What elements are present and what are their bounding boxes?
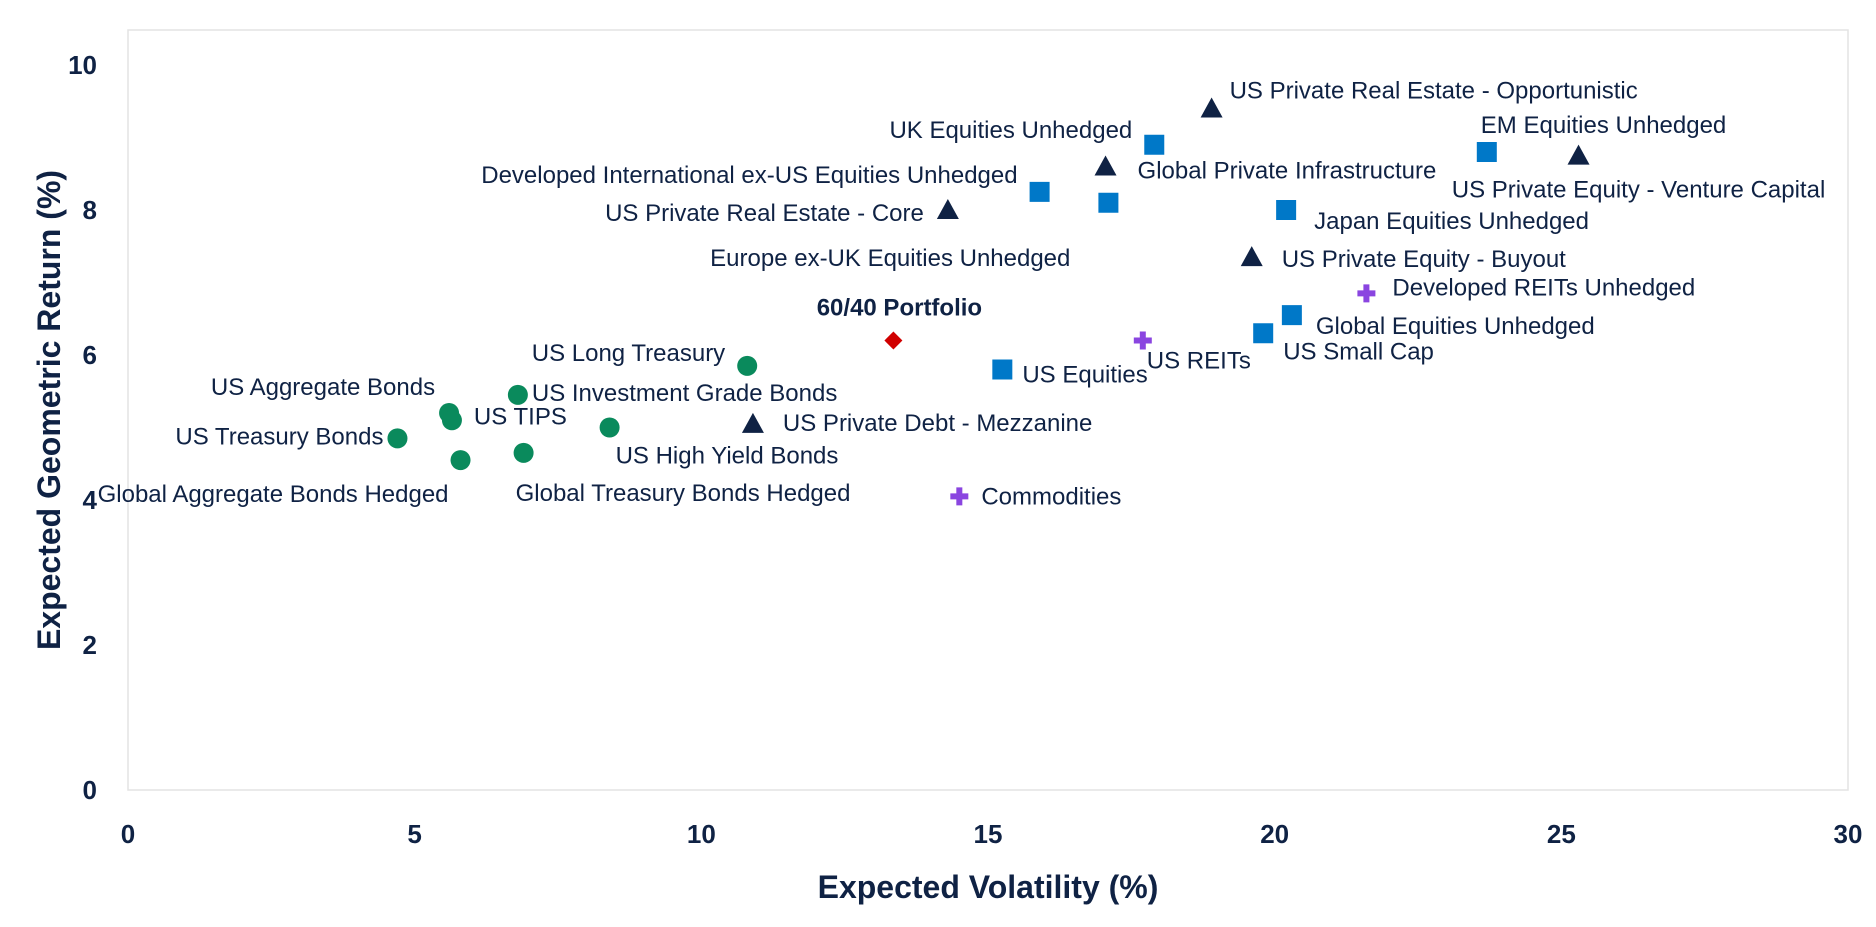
label-us-aggregate-bonds: US Aggregate Bonds xyxy=(211,374,435,401)
label-global-aggregate-bonds-hedged: Global Aggregate Bonds Hedged xyxy=(98,481,449,508)
x-axis-ticks: 0 5 10 15 20 25 30 xyxy=(121,819,1863,849)
data-labels: US Aggregate Bonds US TIPS US Treasury Bon… xyxy=(98,78,1826,511)
label-us-treasury-bonds: US Treasury Bonds xyxy=(175,423,383,450)
label-us-tips: US TIPS xyxy=(474,403,567,430)
label-us-reits: US REITs xyxy=(1147,348,1251,375)
marker-developed-international-ex-us-equities-unhedged xyxy=(1029,181,1050,202)
marker-us-small-cap xyxy=(1253,323,1274,344)
marker-us-private-real-estate-core xyxy=(936,199,959,219)
marker-us-private-equity-venture-capital xyxy=(1567,144,1590,165)
label-uk-equities-unhedged: UK Equities Unhedged xyxy=(889,117,1132,144)
label-europe-ex-uk-equities-unhedged: Europe ex-UK Equities Unhedged xyxy=(710,245,1070,272)
marker-us-tips xyxy=(441,410,462,431)
x-tick-label: 10 xyxy=(687,819,716,849)
marker-us-reits xyxy=(1133,331,1152,350)
label-us-private-debt-mezzanine: US Private Debt - Mezzanine xyxy=(783,410,1092,437)
label-us-equities: US Equities xyxy=(1022,362,1147,389)
x-axis-title: Expected Volatility (%) xyxy=(818,869,1159,905)
label-em-equities-unhedged: EM Equities Unhedged xyxy=(1481,112,1726,139)
x-tick-label: 30 xyxy=(1834,819,1863,849)
label-us-high-yield-bonds: US High Yield Bonds xyxy=(616,443,839,470)
label-us-private-real-estate-core: US Private Real Estate - Core xyxy=(605,200,924,227)
label-developed-international-ex-us-equities-unhedged: Developed International ex-US Equities U… xyxy=(481,162,1017,189)
label-global-treasury-bonds-hedged: Global Treasury Bonds Hedged xyxy=(516,480,851,507)
x-tick-label: 20 xyxy=(1260,819,1289,849)
y-tick-label: 10 xyxy=(68,50,97,80)
y-axis-title: Expected Geometric Return (%) xyxy=(31,170,67,650)
x-tick-label: 5 xyxy=(407,819,421,849)
marker-japan-equities-unhedged xyxy=(1276,200,1297,220)
marker-us-private-debt-mezzanine xyxy=(741,412,764,433)
marker-global-private-infrastructure xyxy=(1094,155,1117,176)
label-us-investment-grade-bonds: US Investment Grade Bonds xyxy=(532,380,837,407)
label-global-equities-unhedged: Global Equities Unhedged xyxy=(1316,313,1595,340)
marker-em-equities-unhedged xyxy=(1476,142,1497,162)
label-60-40-portfolio: 60/40 Portfolio xyxy=(817,295,982,322)
x-tick-label: 15 xyxy=(974,819,1003,849)
label-commodities: Commodities xyxy=(981,483,1121,510)
label-us-private-real-estate-opportunistic: US Private Real Estate - Opportunistic xyxy=(1230,78,1638,105)
label-us-small-cap: US Small Cap xyxy=(1283,338,1434,365)
x-tick-label: 0 xyxy=(121,819,135,849)
data-markers xyxy=(387,97,1590,506)
label-japan-equities-unhedged: Japan Equities Unhedged xyxy=(1314,208,1589,235)
y-tick-label: 2 xyxy=(83,630,97,660)
marker-global-aggregate-bonds-hedged xyxy=(450,450,471,471)
plot-area xyxy=(127,29,1849,791)
x-tick-label: 25 xyxy=(1547,819,1576,849)
label-us-private-equity-buyout: US Private Equity - Buyout xyxy=(1282,246,1566,273)
label-global-private-infrastructure: Global Private Infrastructure xyxy=(1138,158,1437,185)
marker-us-high-yield-bonds xyxy=(599,417,620,438)
marker-us-investment-grade-bonds xyxy=(507,384,528,405)
label-us-private-equity-venture-capital: US Private Equity - Venture Capital xyxy=(1452,177,1826,204)
marker-us-private-equity-buyout xyxy=(1240,246,1263,267)
marker-us-long-treasury xyxy=(737,355,758,376)
y-tick-label: 4 xyxy=(83,485,98,515)
marker-uk-equities-unhedged xyxy=(1144,134,1165,155)
marker-us-treasury-bonds xyxy=(387,428,408,449)
marker-global-equities-unhedged xyxy=(1281,305,1302,326)
marker-europe-ex-uk-equities-unhedged xyxy=(1098,192,1119,213)
marker-developed-reits-unhedged xyxy=(1357,284,1376,303)
marker-us-equities xyxy=(992,359,1013,380)
label-us-long-treasury: US Long Treasury xyxy=(532,340,725,367)
y-tick-label: 0 xyxy=(83,775,97,805)
label-developed-reits-unhedged: Developed REITs Unhedged xyxy=(1392,274,1695,301)
marker-us-private-real-estate-opportunistic xyxy=(1200,97,1223,118)
marker-global-treasury-bonds-hedged xyxy=(513,442,534,463)
y-tick-label: 8 xyxy=(83,195,97,225)
marker-commodities xyxy=(950,487,969,506)
marker-60-40-portfolio xyxy=(884,331,903,350)
y-axis-ticks: 0 2 4 6 8 10 xyxy=(68,50,97,805)
y-tick-label: 6 xyxy=(83,340,97,370)
